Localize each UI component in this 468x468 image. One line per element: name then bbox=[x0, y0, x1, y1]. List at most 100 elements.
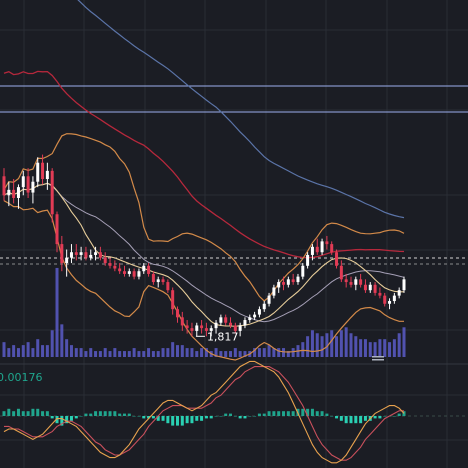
macd-histogram-bar bbox=[190, 416, 194, 424]
volume-bar bbox=[354, 336, 358, 357]
candle-body bbox=[7, 189, 11, 196]
candle-body bbox=[253, 314, 257, 318]
volume-bar bbox=[79, 348, 83, 357]
candle-body bbox=[320, 241, 324, 253]
candle-body bbox=[200, 325, 204, 329]
macd-histogram-bar bbox=[243, 416, 247, 419]
macd-histogram-bar bbox=[397, 413, 401, 416]
candle bbox=[69, 244, 73, 264]
candle-body bbox=[354, 279, 358, 285]
candle bbox=[175, 306, 179, 323]
candle-body bbox=[161, 279, 165, 283]
candle-body bbox=[204, 328, 208, 331]
volume-bar bbox=[373, 342, 377, 357]
macd-histogram-bar bbox=[301, 408, 305, 416]
candle-body bbox=[41, 162, 45, 179]
volume-bar bbox=[339, 330, 343, 357]
candle-body bbox=[310, 246, 314, 255]
candle-body bbox=[175, 309, 179, 318]
candle-body bbox=[306, 254, 310, 266]
volume-bar bbox=[301, 342, 305, 357]
candle bbox=[151, 271, 155, 285]
macd-histogram-bar bbox=[325, 413, 329, 416]
candle-body bbox=[315, 246, 319, 253]
volume-bar bbox=[257, 348, 261, 357]
candle bbox=[166, 279, 170, 293]
candle-body bbox=[103, 257, 107, 264]
macd-histogram-bar bbox=[282, 411, 286, 416]
volume-bar bbox=[320, 336, 324, 357]
volume-bar bbox=[402, 327, 406, 357]
candle-body bbox=[277, 282, 281, 288]
macd-histogram-bar bbox=[248, 416, 252, 417]
volume-bar bbox=[45, 345, 49, 357]
candle bbox=[45, 162, 49, 190]
candle bbox=[335, 249, 339, 269]
volume-bar bbox=[397, 333, 401, 357]
volume-bar bbox=[137, 351, 141, 357]
macd-histogram-bar bbox=[349, 416, 353, 424]
candle-body bbox=[238, 325, 242, 331]
candle bbox=[204, 322, 208, 337]
candle-body bbox=[224, 317, 228, 323]
candle-body bbox=[397, 290, 401, 296]
volume-bar bbox=[12, 345, 16, 357]
candle-body bbox=[137, 271, 141, 277]
candle-body bbox=[267, 295, 271, 304]
candle bbox=[392, 292, 396, 304]
candle-body bbox=[282, 282, 286, 285]
volume-bar bbox=[306, 336, 310, 357]
candle bbox=[147, 263, 151, 277]
volume-bar bbox=[69, 345, 73, 357]
volume-bar bbox=[175, 345, 179, 357]
macd-histogram-bar bbox=[378, 416, 382, 419]
candle-body bbox=[147, 265, 151, 274]
candle bbox=[171, 287, 175, 315]
candle bbox=[113, 260, 117, 272]
macd-histogram-bar bbox=[171, 416, 175, 426]
macd-histogram-bar bbox=[229, 413, 233, 416]
candle bbox=[190, 322, 194, 337]
macd-histogram-bar bbox=[142, 416, 146, 419]
macd-histogram-bar bbox=[151, 416, 155, 419]
candle-body bbox=[50, 170, 54, 215]
candle-body bbox=[296, 276, 300, 283]
candle bbox=[248, 314, 252, 323]
volume-bar bbox=[291, 348, 295, 357]
volume-bar bbox=[108, 351, 112, 357]
macd-histogram-bar bbox=[147, 416, 151, 419]
macd-histogram-bar bbox=[161, 416, 165, 421]
macd-histogram-bar bbox=[219, 416, 223, 417]
candle bbox=[344, 273, 348, 288]
candle bbox=[257, 306, 261, 318]
low-price-label: 1,817 bbox=[207, 330, 239, 343]
candle bbox=[354, 276, 358, 291]
macd-histogram-bar bbox=[185, 416, 189, 424]
candle-body bbox=[74, 252, 78, 255]
candle-body bbox=[325, 241, 329, 245]
candle bbox=[108, 257, 112, 269]
candle bbox=[229, 317, 233, 329]
candle-body bbox=[349, 282, 353, 285]
candle-body bbox=[368, 284, 372, 291]
candle-body bbox=[132, 271, 136, 277]
macd-histogram-bar bbox=[55, 416, 59, 424]
macd-histogram-bar bbox=[16, 408, 20, 416]
candle bbox=[209, 325, 213, 337]
moving-average-long bbox=[77, 0, 405, 219]
candle bbox=[310, 244, 314, 261]
volume-bar bbox=[84, 351, 88, 357]
macd-histogram-bar bbox=[233, 416, 237, 417]
candle-body bbox=[383, 295, 387, 304]
macd-histogram-bar bbox=[402, 411, 406, 416]
candle bbox=[74, 244, 78, 261]
volume-bar bbox=[113, 348, 117, 357]
macd-histogram-bar bbox=[214, 416, 218, 417]
macd-histogram-bar bbox=[122, 413, 126, 416]
macd-histogram-bar bbox=[137, 416, 141, 417]
macd-histogram-bar bbox=[180, 416, 184, 426]
candle bbox=[26, 168, 30, 198]
macd-histogram-bar bbox=[310, 408, 314, 416]
candle-body bbox=[60, 244, 64, 264]
